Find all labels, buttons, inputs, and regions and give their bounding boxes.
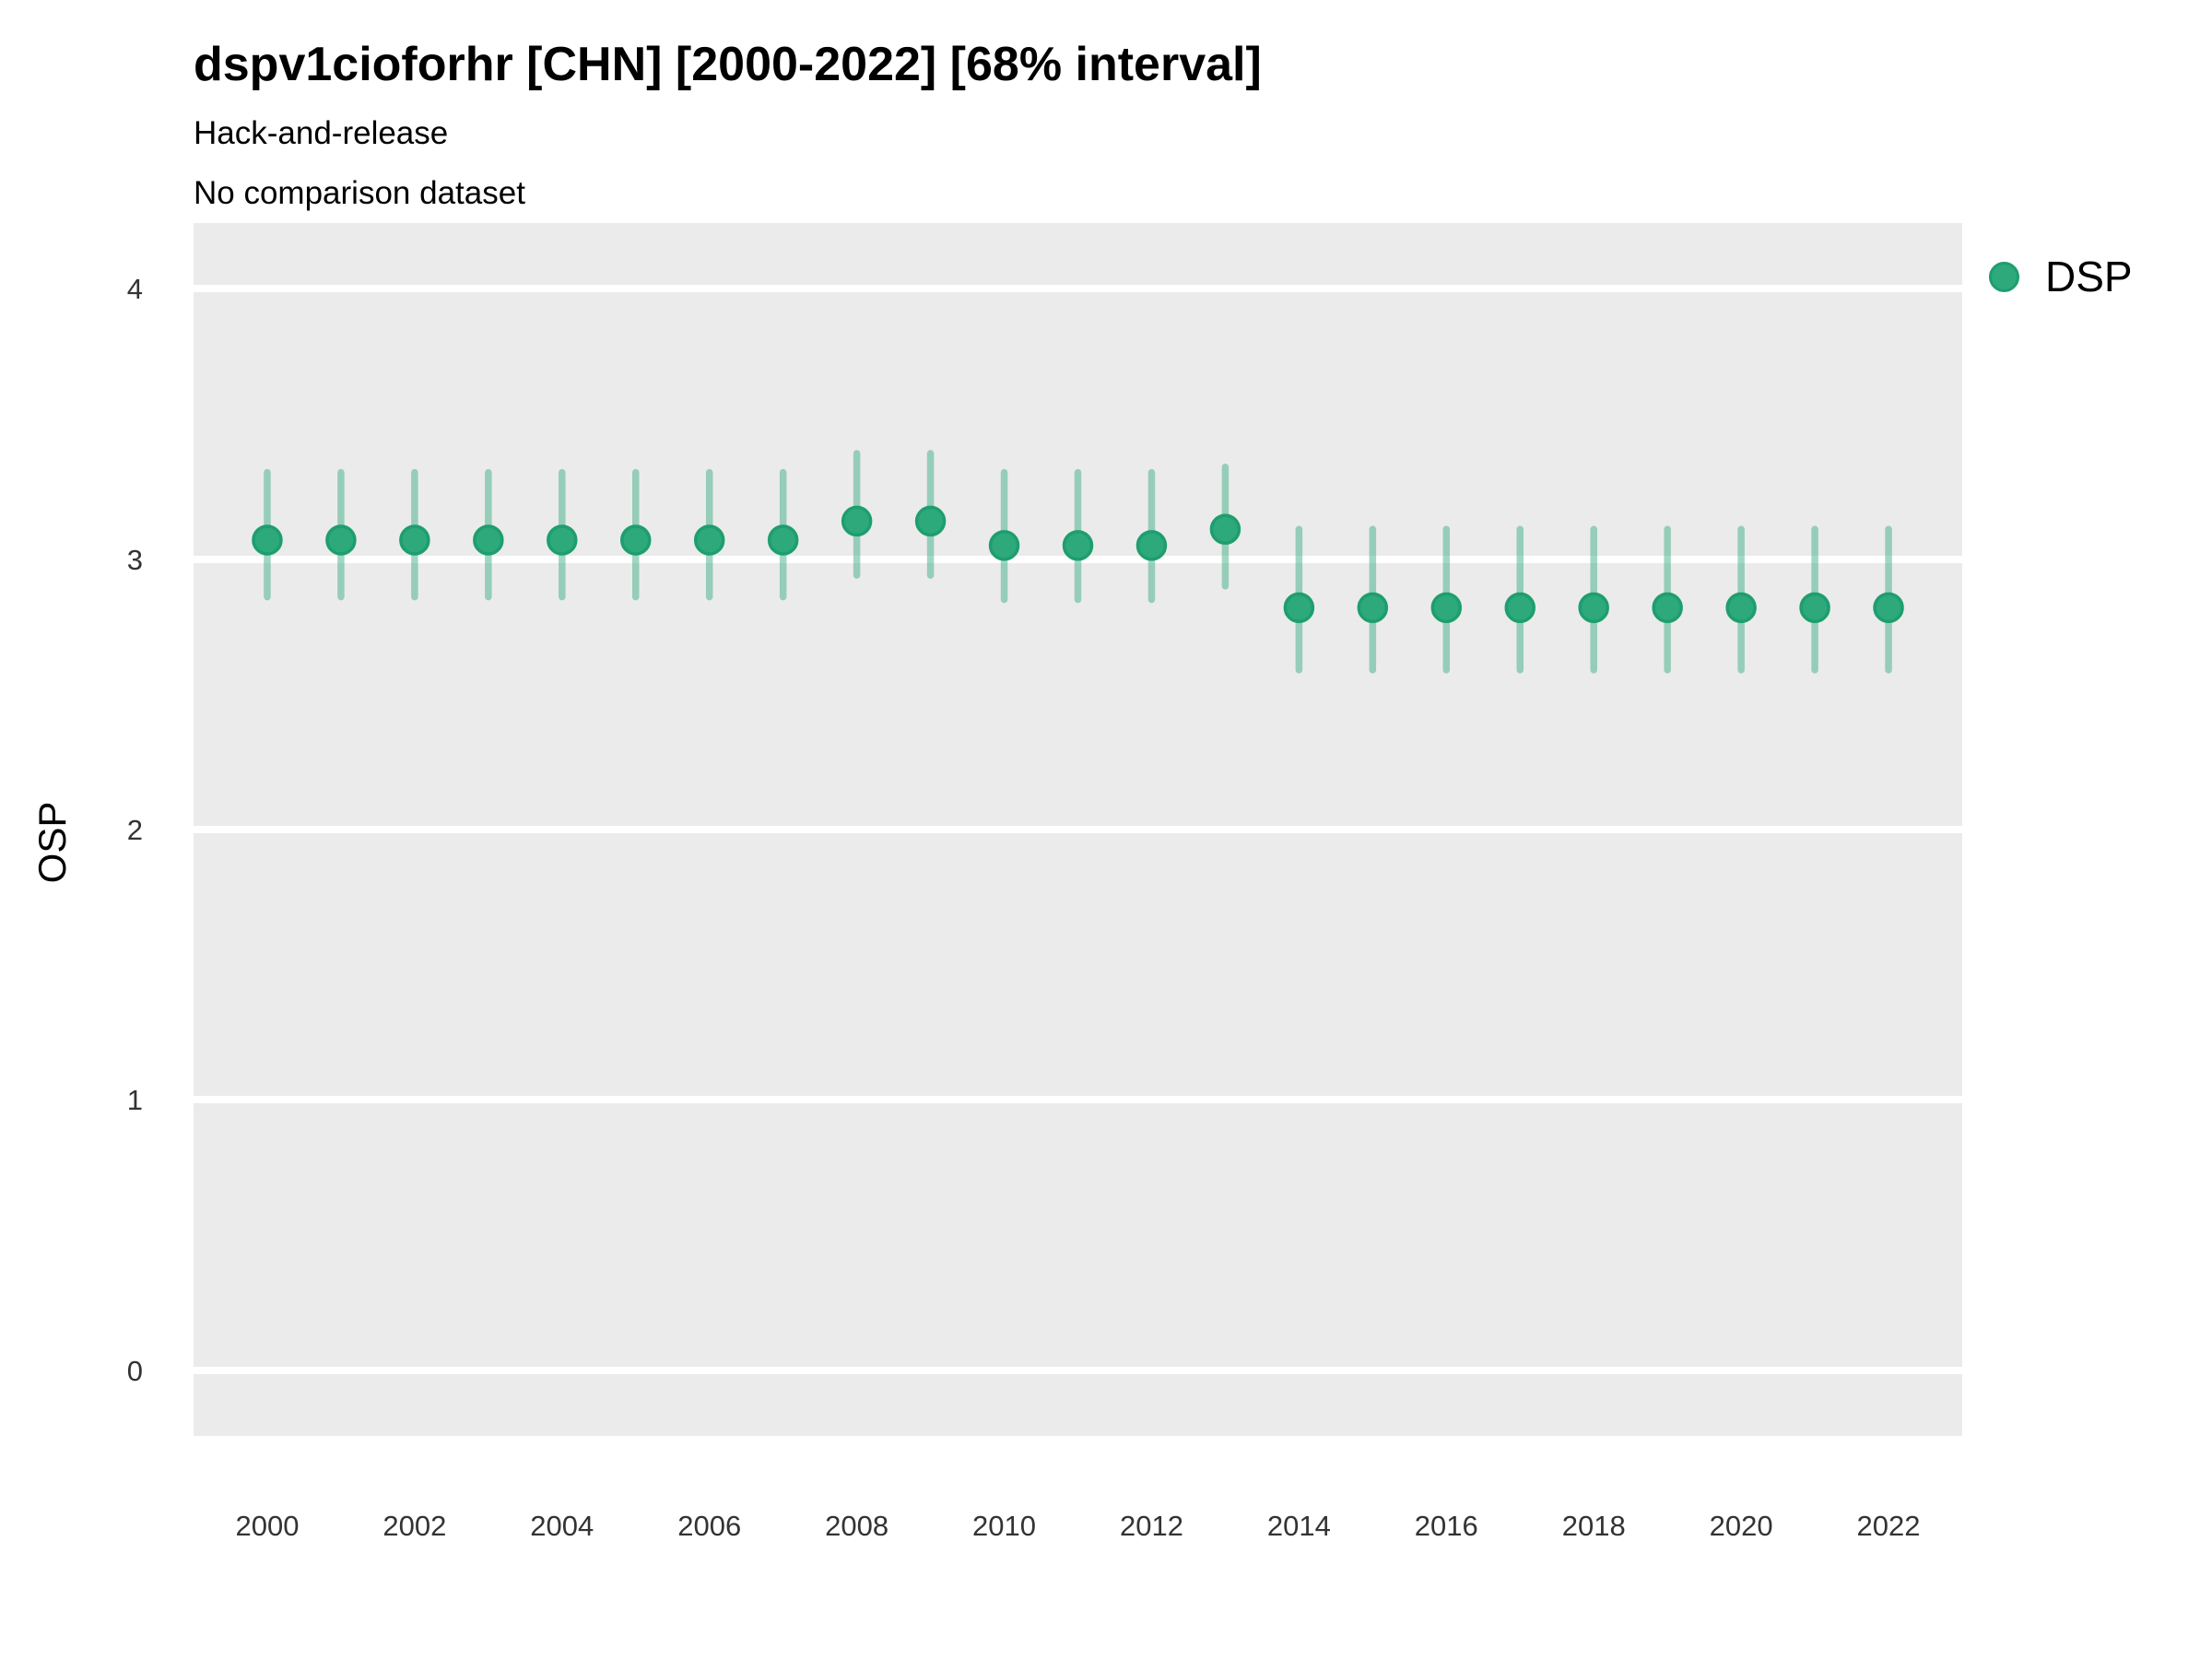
point-DSP-2018: [1578, 592, 1609, 624]
point-DSP-2021: [1799, 592, 1830, 624]
point-DSP-2012: [1135, 530, 1168, 561]
point-DSP-2001: [325, 524, 357, 556]
x-tick-label-2018: 2018: [1561, 1510, 1626, 1542]
point-DSP-2006: [693, 524, 725, 556]
y-tick-label-4: 4: [126, 273, 143, 306]
x-tick-label-2008: 2008: [825, 1510, 889, 1542]
point-DSP-2015: [1357, 592, 1389, 624]
y-tick-label-3: 3: [126, 543, 143, 576]
point-DSP-2002: [399, 524, 430, 556]
point-DSP-2013: [1209, 513, 1241, 545]
gridline-y-2: [194, 826, 1962, 833]
x-tick-label-2004: 2004: [530, 1510, 594, 1542]
x-tick-label-2016: 2016: [1414, 1510, 1478, 1542]
gridline-y-4: [194, 285, 1962, 293]
point-DSP-2000: [252, 524, 283, 556]
chart-title: dspv1cioforhr [CHN] [2000-2022] [68% int…: [194, 38, 1262, 91]
x-tick-label-2000: 2000: [235, 1510, 300, 1542]
x-tick-label-2014: 2014: [1266, 1510, 1331, 1542]
point-DSP-2022: [1873, 592, 1904, 624]
y-tick-label-0: 0: [126, 1354, 143, 1387]
legend-label: DSP: [2045, 253, 2133, 300]
chart-subtitle-line2: No comparison dataset: [194, 175, 525, 211]
data-layer: [252, 450, 1904, 674]
chart-subtitle-line1: Hack-and-release: [194, 115, 449, 151]
x-tick-label-2022: 2022: [1856, 1510, 1921, 1542]
point-DSP-2011: [1062, 530, 1094, 561]
legend: DSP: [1989, 251, 2133, 302]
point-DSP-2008: [841, 505, 873, 537]
point-DSP-2009: [914, 505, 947, 537]
point-DSP-2003: [473, 524, 504, 556]
point-DSP-2014: [1283, 592, 1315, 624]
y-tick-label-1: 1: [126, 1084, 143, 1117]
point-DSP-2010: [988, 530, 1020, 561]
plot-panel: [194, 223, 1962, 1436]
gridline-y-0: [194, 1366, 1962, 1374]
x-tick-label-2020: 2020: [1709, 1510, 1773, 1542]
x-tick-label-2010: 2010: [972, 1510, 1037, 1542]
point-DSP-2004: [547, 524, 578, 556]
point-DSP-2020: [1725, 592, 1757, 624]
legend-marker-dot: [1989, 261, 2019, 292]
gridline-y-1: [194, 1096, 1962, 1104]
point-DSP-2019: [1652, 592, 1683, 624]
point-DSP-2017: [1504, 592, 1535, 624]
x-tick-label-2002: 2002: [382, 1510, 447, 1542]
point-DSP-2005: [620, 524, 652, 556]
x-tick-label-2006: 2006: [677, 1510, 742, 1542]
x-tick-label-2012: 2012: [1119, 1510, 1183, 1542]
point-DSP-2016: [1430, 592, 1463, 624]
y-tick-label-2: 2: [126, 814, 143, 846]
point-DSP-2007: [767, 524, 799, 556]
